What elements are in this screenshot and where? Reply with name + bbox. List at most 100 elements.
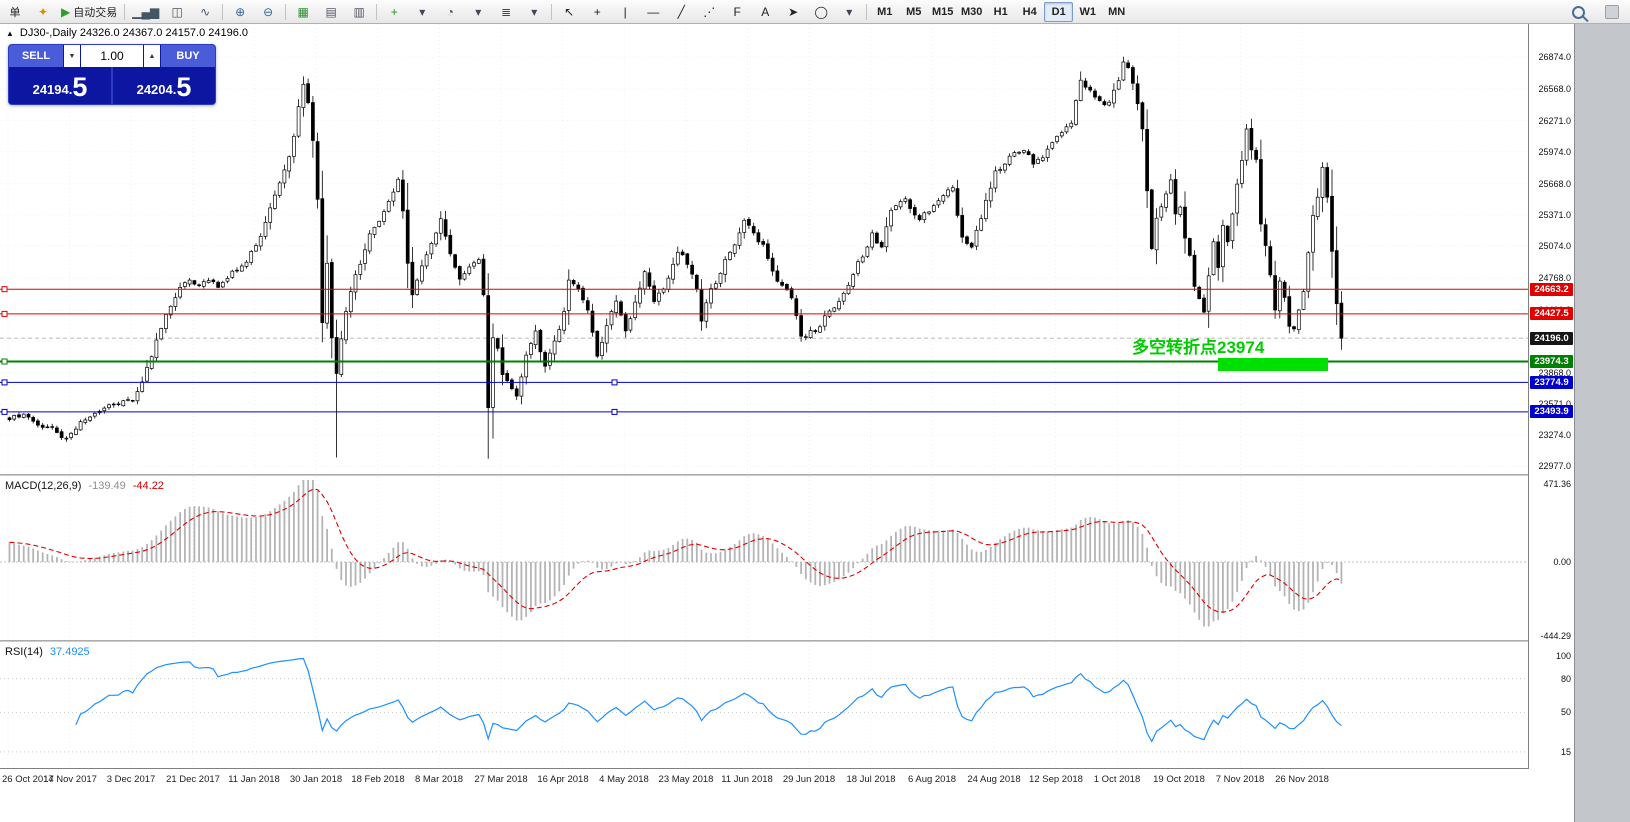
timeframe-d1-label: D1 [1051,5,1066,18]
cascade-windows-icon[interactable]: ▤ [317,1,345,23]
arrow-marker-icon-glyph: ➤ [788,4,799,19]
new-order-button[interactable]: 单 [1,1,29,23]
rsi-indicator-panel[interactable] [0,642,1528,768]
timeframe-m1-label: M1 [877,5,893,18]
price-axis[interactable]: 26874.0 26568.0 26271.0 25974.0 25668.0 25371… [1528,24,1574,769]
date-label: 21 Dec 2017 [166,774,220,785]
price-tick: 23274.0 [1538,430,1571,440]
timeframe-h1-label: H1 [993,5,1008,18]
profiles-icon[interactable]: ◔ [436,1,464,23]
mql5-community-icon[interactable]: ✦ [29,1,57,23]
text-label-icon-glyph: A [761,4,770,19]
buy-button[interactable]: BUY [161,45,215,67]
sell-price-main: 24194. [32,82,73,97]
trendline-icon[interactable]: ╱ [667,1,695,23]
horizontal-line-icon[interactable]: — [639,1,667,23]
date-label: 26 Nov 2018 [1275,774,1329,785]
candlestick-chart-icon[interactable]: ◫ [163,1,191,23]
crosshair-icon-glyph: + [593,4,601,19]
profiles-caret-icon[interactable]: ▾ [464,1,492,23]
timeframe-m15[interactable]: M15 [928,2,957,22]
buy-price-main: 24204. [136,82,177,97]
bar-chart-icon[interactable]: ▁▄▆ [128,1,163,23]
date-label: 8 Mar 2018 [414,774,464,785]
date-label: 6 Aug 2018 [907,774,957,785]
macd-axis-label: -444.29 [1540,630,1571,641]
indicators-icon-glyph: ≣ [501,4,512,19]
date-label: 16 Apr 2018 [537,774,589,785]
pan-hand-icon-glyph [1605,5,1619,19]
indicators-caret-icon-glyph: ▾ [531,4,538,19]
date-axis[interactable]: 26 Oct 2017 14 Nov 2017 3 Dec 2017 21 Dec 2… [0,769,1574,822]
timeframe-m5[interactable]: M5 [899,2,928,22]
autotrading-button-label: 自动交易 [73,6,118,19]
indicators-caret-icon[interactable]: ▾ [520,1,548,23]
pan-hand-icon[interactable] [1598,1,1626,23]
timeframe-m15-label: M15 [932,5,954,18]
volume-decrement-button[interactable]: ▼ [64,45,80,67]
toolbar-separator [285,3,287,20]
vertical-line-icon[interactable]: | [611,1,639,23]
price-tick: 23868.0 [1538,367,1571,378]
indicators-icon[interactable]: ≣ [492,1,520,23]
price-badge: 23974.3 [1530,355,1573,368]
timeframe-h1[interactable]: H1 [986,2,1015,22]
toolbar-separator [222,3,224,20]
cursor-icon[interactable]: ↖ [555,1,583,23]
arrow-marker-icon[interactable]: ➤ [779,1,807,23]
date-label: 7 Nov 2018 [1215,774,1265,785]
price-tick: 26568.0 [1538,84,1571,95]
sell-price-button[interactable]: 24194. 5 [9,67,111,104]
right-side-strip [1574,24,1630,822]
timeframe-mn[interactable]: MN [1102,2,1131,22]
date-label: 11 Jun 2018 [721,774,773,785]
new-chart-caret-icon[interactable]: ▾ [408,1,436,23]
arrange-windows-icon[interactable]: ▥ [345,1,373,23]
new-chart-icon[interactable]: + [380,1,408,23]
zoom-in-icon[interactable]: ⊕ [226,1,254,23]
price-tick: 22977.0 [1538,461,1571,472]
macd-title: MACD(12,26,9) -139.49 -44.22 [5,480,164,492]
tile-windows-icon[interactable]: ▦ [289,1,317,23]
date-label: 19 Oct 2018 [1153,774,1205,785]
crosshair-icon[interactable]: + [583,1,611,23]
shapes-icon[interactable]: ◯ [807,1,835,23]
timeframe-d1[interactable]: D1 [1044,1,1074,22]
macd-axis-label: 471.36 [1543,479,1571,489]
macd-indicator-panel[interactable] [0,476,1528,640]
buy-price-button[interactable]: 24204. 5 [113,67,215,104]
toolbar-right-icons [1564,0,1626,24]
profiles-caret-icon-glyph: ▾ [475,4,482,19]
main-price-chart[interactable]: 多空转折点23974 [0,24,1528,474]
macd-panel-splitter[interactable] [0,474,1574,476]
zoom-out-icon[interactable]: ⊖ [254,1,282,23]
date-label: 12 Sep 2018 [1029,774,1083,785]
shapes-caret-icon[interactable]: ▾ [835,1,863,23]
rsi-name-label: RSI(14) [5,646,43,658]
timeframe-w1-label: W1 [1079,5,1096,18]
rsi-axis-label: 80 [1560,673,1571,684]
equidistant-channel-icon[interactable]: ⋰ [695,1,723,23]
volume-increment-button[interactable]: ▲ [144,45,160,67]
sell-button[interactable]: SELL [9,45,63,67]
timeframe-h4-label: H4 [1022,5,1037,18]
line-chart-icon[interactable]: ∿ [191,1,219,23]
timeframe-w1[interactable]: W1 [1073,2,1102,22]
autotrading-button-glyph: ▶ [61,4,71,19]
shapes-caret-icon-glyph: ▾ [846,4,853,19]
macd-name-label: MACD(12,26,9) [5,480,82,492]
collapse-trade-panel-icon[interactable]: ▲ [6,28,14,38]
autotrading-button[interactable]: ▶ 自动交易 [57,1,121,23]
fibonacci-icon[interactable]: F [723,1,751,23]
arrange-windows-icon-glyph: ▥ [353,4,365,19]
timeframe-m1[interactable]: M1 [870,2,899,22]
timeframe-m30[interactable]: M30 [957,2,986,22]
timeframe-h4[interactable]: H4 [1015,2,1044,22]
macd-axis-label: 0.00 [1553,557,1571,567]
text-label-icon[interactable]: A [751,1,779,23]
rsi-panel-splitter[interactable] [0,640,1574,642]
volume-input[interactable]: 1.00 [81,45,143,67]
search-icon[interactable] [1564,1,1592,23]
price-tick: 25668.0 [1538,178,1571,189]
price-tick: 25074.0 [1538,241,1571,252]
